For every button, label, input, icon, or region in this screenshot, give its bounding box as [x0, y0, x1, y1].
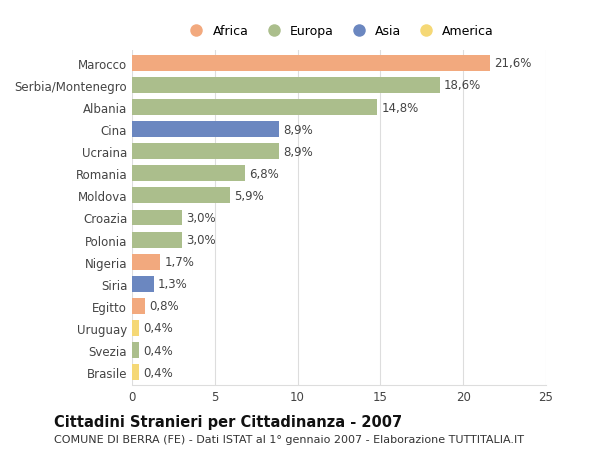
Text: 1,7%: 1,7%: [164, 256, 194, 269]
Text: COMUNE DI BERRA (FE) - Dati ISTAT al 1° gennaio 2007 - Elaborazione TUTTITALIA.I: COMUNE DI BERRA (FE) - Dati ISTAT al 1° …: [54, 434, 524, 443]
Text: 3,0%: 3,0%: [186, 212, 215, 224]
Bar: [132, 232, 182, 248]
Text: Cittadini Stranieri per Cittadinanza - 2007: Cittadini Stranieri per Cittadinanza - 2…: [54, 414, 402, 429]
Bar: [132, 210, 182, 226]
Bar: [132, 166, 245, 182]
Bar: [132, 364, 139, 380]
Text: 6,8%: 6,8%: [249, 168, 278, 180]
Text: 21,6%: 21,6%: [494, 57, 531, 70]
Text: 0,4%: 0,4%: [143, 344, 173, 357]
Text: 14,8%: 14,8%: [381, 101, 418, 114]
Bar: [132, 100, 377, 116]
Bar: [132, 298, 145, 314]
Text: 0,8%: 0,8%: [149, 300, 179, 313]
Bar: [132, 320, 139, 336]
Text: 8,9%: 8,9%: [284, 123, 313, 136]
Bar: [132, 342, 139, 358]
Bar: [132, 78, 440, 94]
Text: 5,9%: 5,9%: [234, 190, 263, 202]
Text: 8,9%: 8,9%: [284, 146, 313, 158]
Bar: [132, 188, 230, 204]
Legend: Africa, Europa, Asia, America: Africa, Europa, Asia, America: [179, 20, 499, 43]
Bar: [132, 122, 280, 138]
Bar: [132, 56, 490, 72]
Text: 18,6%: 18,6%: [444, 79, 481, 92]
Text: 0,4%: 0,4%: [143, 322, 173, 335]
Text: 0,4%: 0,4%: [143, 366, 173, 379]
Bar: [132, 144, 280, 160]
Bar: [132, 254, 160, 270]
Bar: [132, 276, 154, 292]
Text: 3,0%: 3,0%: [186, 234, 215, 246]
Text: 1,3%: 1,3%: [158, 278, 187, 291]
